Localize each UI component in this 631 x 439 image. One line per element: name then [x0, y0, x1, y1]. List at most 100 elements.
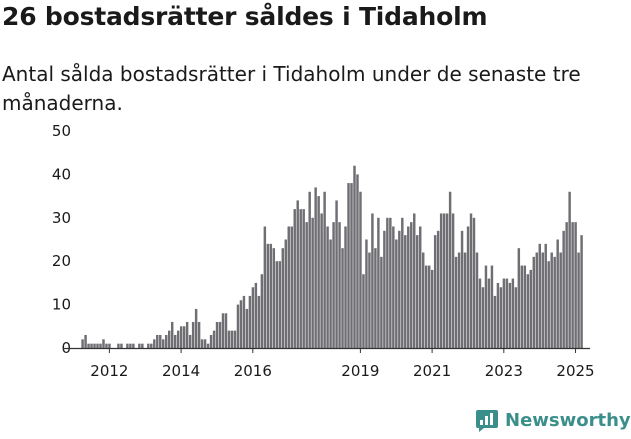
bar	[398, 230, 401, 348]
bar	[153, 339, 156, 348]
bar	[326, 226, 329, 348]
x-tick-label: 2019	[341, 362, 379, 380]
bar	[305, 222, 308, 348]
bar	[565, 222, 568, 348]
bar	[562, 230, 565, 348]
bar	[206, 343, 210, 348]
bar	[517, 248, 521, 348]
bar	[329, 239, 332, 348]
bar	[442, 213, 446, 348]
bar	[436, 230, 440, 348]
chart-subtitle: Antal sålda bostadsrätter i Tidaholm und…	[2, 62, 581, 115]
bar	[176, 330, 180, 348]
bar	[275, 261, 279, 348]
bar	[162, 339, 165, 348]
bar	[278, 261, 282, 348]
bar	[314, 187, 317, 348]
bar	[490, 265, 494, 348]
bar	[281, 248, 284, 348]
bar	[454, 256, 458, 348]
bar	[410, 222, 413, 348]
bar	[311, 217, 314, 348]
x-tick-label: 2023	[485, 362, 523, 380]
x-tick-label: 2014	[162, 362, 200, 380]
y-tick-label: 40	[52, 165, 71, 183]
bar	[463, 252, 467, 348]
bar	[577, 252, 580, 348]
brand-logo[interactable]: Newsworthy	[475, 408, 631, 432]
bar	[233, 330, 237, 348]
bar	[239, 300, 243, 348]
bar	[478, 278, 482, 348]
bar	[299, 209, 302, 348]
bar	[529, 269, 533, 348]
bar	[185, 321, 189, 348]
bar	[523, 265, 527, 348]
bar	[574, 222, 577, 348]
bar	[284, 239, 287, 348]
bar	[404, 235, 407, 348]
bar	[389, 217, 392, 348]
bar	[547, 261, 550, 348]
bar	[386, 217, 389, 348]
bar	[469, 213, 473, 348]
bar	[344, 226, 347, 348]
bar	[430, 269, 434, 348]
x-tick-label: 2012	[90, 362, 128, 380]
bar	[138, 343, 141, 348]
bar	[215, 321, 219, 348]
bar	[302, 209, 305, 348]
bar	[323, 191, 326, 348]
bar	[296, 200, 299, 348]
bar	[359, 191, 362, 348]
bar	[141, 343, 144, 348]
bar	[293, 209, 296, 348]
bar	[84, 334, 87, 348]
bar	[392, 226, 395, 348]
bar	[419, 226, 422, 348]
bar	[96, 343, 99, 348]
bar	[383, 230, 386, 348]
bar	[290, 226, 293, 348]
y-tick-label: 30	[52, 209, 71, 227]
bar	[126, 343, 129, 348]
bar	[81, 339, 84, 348]
bar	[117, 343, 120, 348]
bar	[263, 226, 267, 348]
bar	[466, 226, 470, 348]
bar	[356, 174, 359, 348]
bar	[147, 343, 150, 348]
bar	[341, 248, 344, 348]
bar	[401, 217, 404, 348]
bar	[159, 334, 162, 348]
bar	[571, 222, 574, 348]
bar	[559, 252, 562, 348]
bar	[365, 239, 368, 348]
chart-title: 26 bostadsrätter såldes i Tidaholm	[2, 2, 488, 31]
bar	[413, 213, 416, 348]
bar	[150, 343, 153, 348]
bar	[266, 243, 270, 348]
bar	[508, 282, 512, 348]
bar	[248, 295, 252, 348]
bar	[493, 295, 497, 348]
bar	[335, 200, 338, 348]
bar	[541, 252, 544, 348]
bar	[287, 226, 290, 348]
bar	[212, 330, 216, 348]
bar	[170, 321, 174, 348]
bar	[484, 265, 488, 348]
bar	[362, 274, 365, 348]
bar	[209, 334, 213, 348]
bar	[505, 278, 509, 348]
bar	[269, 243, 273, 348]
x-tick-label: 2021	[413, 362, 451, 380]
bar	[129, 343, 132, 348]
bar	[433, 235, 437, 348]
bar	[257, 295, 261, 348]
bar	[380, 256, 383, 348]
bar	[377, 217, 380, 348]
bar	[194, 308, 198, 348]
bar	[350, 183, 353, 348]
bar	[221, 313, 225, 348]
